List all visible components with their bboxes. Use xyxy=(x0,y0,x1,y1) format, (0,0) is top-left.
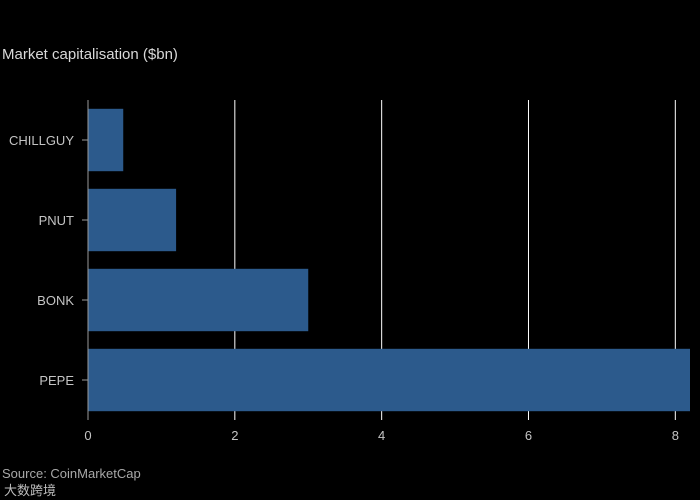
category-label-bonk: BONK xyxy=(37,293,74,308)
x-tick-label: 8 xyxy=(672,428,679,443)
x-tick-label: 2 xyxy=(231,428,238,443)
bar-pepe xyxy=(88,348,690,412)
category-label-pepe: PEPE xyxy=(39,373,74,388)
category-label-pnut: PNUT xyxy=(39,213,74,228)
bar-pnut xyxy=(88,188,177,252)
chart-title: Market capitalisation ($bn) xyxy=(2,46,178,63)
source-note: Source: CoinMarketCap xyxy=(2,466,141,481)
axes: 0 2 4 6 8 CHILLGUY PNUT BONK PEPE xyxy=(9,100,679,443)
bar-bonk xyxy=(88,268,309,332)
watermark-logo: 大数跨境 xyxy=(4,483,57,498)
bars xyxy=(88,108,690,412)
category-label-chillguy: CHILLGUY xyxy=(9,133,74,148)
x-tick-label: 0 xyxy=(84,428,91,443)
x-tick-label: 4 xyxy=(378,428,385,443)
x-tick-label: 6 xyxy=(525,428,532,443)
bar-chillguy xyxy=(88,108,124,172)
